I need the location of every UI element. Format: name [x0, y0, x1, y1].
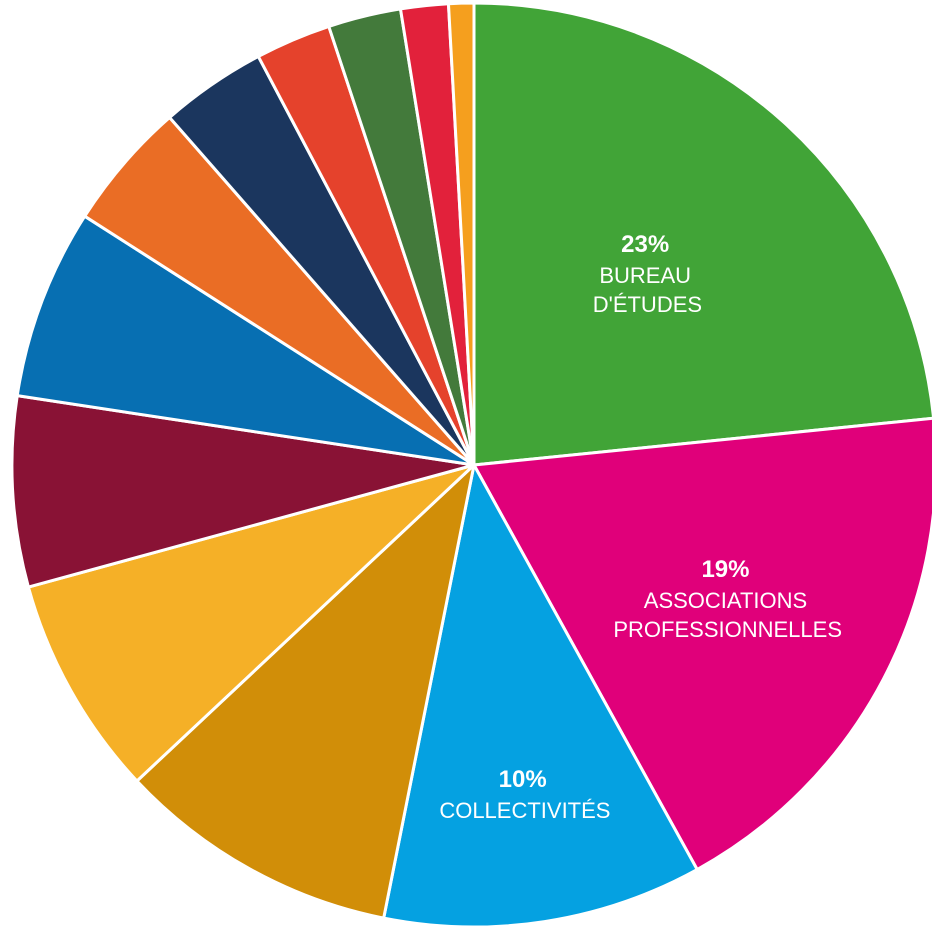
- pie-slice-4: [135, 463, 476, 920]
- slice-name-associations-line-2: PROFESSIONNELLES: [613, 617, 842, 642]
- slice-label-collectivites: 10% COLLECTIVITÉS: [439, 766, 610, 823]
- slice-label-bureau-etudes: 23% BUREAU D'ÉTUDES: [593, 231, 702, 317]
- slice-name-bureau-etudes-line-2: D'ÉTUDES: [593, 292, 702, 317]
- slice-name-bureau-etudes-line-1: BUREAU: [599, 263, 691, 288]
- slice-percent-collectivites: 10%: [499, 766, 547, 793]
- pie-slice-7: [15, 214, 476, 467]
- pie-labels: 23% BUREAU D'ÉTUDES 19% ASSOCIATIONS PRO…: [439, 231, 842, 823]
- pie-slice-3: [382, 463, 699, 929]
- slice-percent-associations: 19%: [701, 556, 749, 583]
- pie-slice-6: [10, 394, 476, 589]
- pie-slice-5: [26, 463, 476, 783]
- slice-name-collectivites-line-1: COLLECTIVITÉS: [439, 798, 610, 823]
- pie-slice-13: [446, 1, 476, 467]
- slice-percent-bureau-etudes: 23%: [621, 231, 669, 258]
- slice-name-associations-line-1: ASSOCIATIONS: [644, 588, 807, 613]
- pie-slice-2: [472, 416, 932, 872]
- pie-slice-1: [472, 1, 932, 467]
- pie-slices: [10, 1, 932, 929]
- slice-label-associations: 19% ASSOCIATIONS PROFESSIONNELLES: [613, 556, 842, 642]
